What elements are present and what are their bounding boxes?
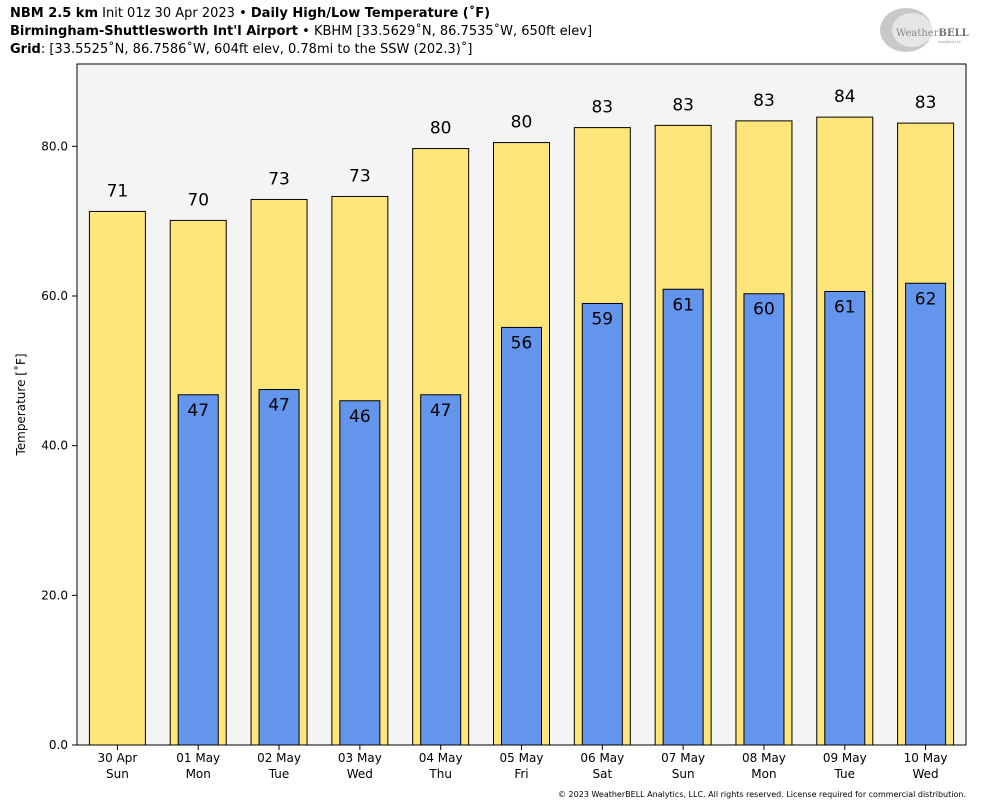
high-value-label: 83 (915, 93, 937, 113)
grid-details: : [33.5525˚N, 86.7586˚W, 604ft elev, 0.7… (40, 42, 473, 57)
x-tick-weekday-label: Thu (428, 767, 452, 781)
low-bar (824, 290, 866, 746)
x-tick-weekday-label: Mon (186, 767, 211, 781)
y-tick-label: 0.0 (49, 738, 68, 752)
station-name: Birmingham-Shuttlesworth Int'l Airport (10, 24, 299, 39)
x-tick-weekday-label: Wed (347, 767, 373, 781)
x-axis: 30 Apr Sun 01 May Mon 02 May Tue 03 May Wed 04 M… (97, 745, 948, 781)
low-bar (339, 400, 381, 746)
high-value-label: 83 (753, 91, 775, 111)
grid-label: Grid (10, 42, 41, 57)
x-tick-date-label: 30 Apr (97, 751, 137, 765)
high-bar (88, 210, 146, 746)
high-value-label: 83 (591, 98, 613, 118)
x-tick-date-label: 05 May (500, 751, 544, 765)
low-bar (662, 288, 704, 746)
x-tick-weekday-label: Sun (106, 767, 129, 781)
x-tick-weekday-label: Wed (913, 767, 939, 781)
y-axis: 0.0 20.0 40.0 60.0 80.0 (41, 139, 77, 752)
chart-header-line-1: NBM 2.5 km Init 01z 30 Apr 2023 • Daily … (10, 5, 490, 22)
low-value-label: 61 (672, 295, 694, 315)
x-tick-weekday-label: Tue (834, 767, 856, 781)
low-bar (258, 389, 300, 746)
x-tick-date-label: 04 May (419, 751, 463, 765)
copyright-notice: © 2023 WeatherBELL Analytics, LLC. All r… (558, 790, 966, 799)
high-value-label: 80 (430, 119, 452, 139)
high-value-label: 80 (511, 113, 533, 133)
low-bar (177, 394, 219, 746)
low-value-label: 62 (915, 289, 937, 309)
station-details: KBHM [33.5629˚N, 86.7535˚W, 650ft elev] (313, 24, 593, 39)
high-value-label: 70 (187, 190, 209, 210)
x-tick-weekday-label: Sun (672, 767, 695, 781)
low-bar (581, 302, 623, 746)
x-tick-weekday-label: Sat (592, 767, 612, 781)
x-tick-date-label: 08 May (742, 751, 786, 765)
low-value-label: 56 (511, 333, 533, 353)
low-bar (420, 394, 462, 746)
low-bar (905, 282, 947, 746)
high-value-label: 71 (107, 181, 129, 201)
high-value-label: 73 (349, 166, 371, 186)
y-tick-label: 20.0 (41, 588, 68, 602)
logo-subtext: Analytics LLC (938, 40, 962, 44)
separator: • (302, 24, 310, 39)
low-value-label: 47 (430, 401, 452, 421)
y-tick-label: 40.0 (41, 439, 68, 453)
high-value-label: 83 (672, 95, 694, 115)
init-time: Init 01z 30 Apr 2023 (102, 6, 235, 21)
low-value-label: 61 (834, 297, 856, 317)
y-tick-label: 60.0 (41, 289, 68, 303)
low-bar (501, 326, 542, 746)
x-tick-date-label: 01 May (176, 751, 220, 765)
logo-text-main: Weather (896, 28, 939, 39)
y-axis-label: Temperature [˚F] (13, 353, 28, 456)
low-value-label: 60 (753, 300, 775, 320)
low-value-label: 47 (187, 401, 209, 421)
low-value-label: 59 (591, 309, 613, 329)
logo-text-accent: BELL (939, 28, 969, 39)
x-tick-date-label: 09 May (823, 751, 867, 765)
x-tick-weekday-label: Mon (751, 767, 776, 781)
x-tick-date-label: 02 May (257, 751, 301, 765)
x-tick-weekday-label: Tue (268, 767, 290, 781)
x-tick-date-label: 03 May (338, 751, 382, 765)
x-tick-date-label: 10 May (904, 751, 948, 765)
chart-header-line-3: Grid: [33.5525˚N, 86.7586˚W, 604ft elev,… (10, 41, 472, 58)
x-tick-weekday-label: Fri (514, 767, 528, 781)
weatherbell-logo: WeatherBELL Analytics LLC (880, 8, 969, 52)
model-name: NBM 2.5 km (10, 6, 98, 21)
y-tick-label: 80.0 (41, 139, 68, 153)
bars-layer: 71 70 73 73 80 80 83 83 83 84 83 47 47 46 47 56 59 61 60 61… (88, 87, 955, 746)
x-tick-date-label: 07 May (661, 751, 705, 765)
high-value-label: 84 (834, 87, 856, 107)
low-value-label: 46 (349, 407, 371, 427)
low-value-label: 47 (268, 396, 290, 416)
product-title: Daily High/Low Temperature (˚F) (250, 6, 491, 21)
separator: • (239, 6, 247, 21)
high-value-label: 73 (268, 169, 290, 189)
x-tick-date-label: 06 May (580, 751, 624, 765)
chart-header-line-2: Birmingham-Shuttlesworth Int'l Airport •… (10, 23, 592, 40)
low-bar (743, 293, 785, 746)
svg-text:WeatherBELL: WeatherBELL (896, 28, 969, 39)
